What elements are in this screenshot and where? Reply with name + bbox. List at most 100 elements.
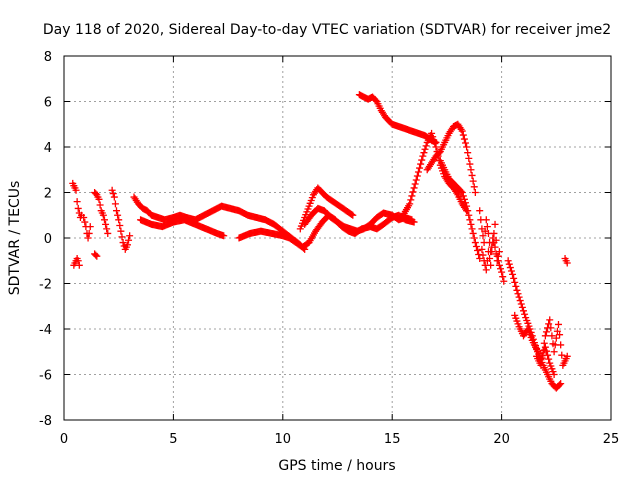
data-point [113, 207, 121, 215]
y-axis-title: SDTVAR / TECUs [7, 181, 23, 296]
data-point [428, 129, 436, 137]
data-point [495, 248, 503, 256]
data-point [432, 143, 440, 151]
data-point [458, 189, 466, 196]
data-point [464, 207, 472, 215]
data-point [457, 187, 465, 195]
data-point [119, 239, 127, 247]
data-point [505, 260, 513, 268]
data-point [478, 245, 486, 253]
data-point [493, 257, 501, 265]
y-tick-label: 6 [44, 96, 52, 111]
data-point [102, 220, 110, 228]
data-point [86, 223, 94, 231]
y-tick-label: 2 [44, 187, 52, 202]
data-point [490, 239, 498, 247]
data-point [409, 188, 417, 196]
data-point [431, 140, 439, 148]
data-point [458, 127, 466, 135]
data-point [468, 225, 476, 233]
data-point [470, 234, 478, 242]
data-point [476, 254, 484, 262]
tick-layer: 0 5 10 15 20 25 -8 -6 -4 -2 0 2 4 6 8 [39, 50, 619, 447]
data-point [123, 241, 131, 249]
x-tick-label: 0 [60, 432, 68, 447]
data-point [483, 223, 491, 231]
data-point [467, 166, 475, 174]
data-point [126, 232, 134, 240]
data-point [512, 282, 520, 290]
data-point [563, 352, 571, 360]
data-point [111, 200, 119, 208]
y-tick-label: -8 [39, 414, 52, 429]
data-point [471, 189, 479, 196]
data-point [460, 195, 468, 203]
data-point [469, 229, 477, 237]
data-point [542, 328, 550, 336]
data-point [348, 210, 356, 218]
data-point [516, 297, 524, 305]
x-tick-label: 25 [603, 432, 620, 447]
data-point [511, 278, 519, 286]
data-point [118, 233, 126, 241]
data-point [558, 351, 566, 359]
series-sat-track-c [80, 214, 94, 242]
data-point [461, 139, 469, 147]
data-point [479, 232, 487, 240]
data-point [464, 149, 472, 157]
data-point [550, 371, 558, 378]
data-point [547, 324, 555, 332]
series-sat-track-h [137, 216, 228, 240]
data-point [552, 334, 560, 342]
data-point [539, 347, 547, 355]
data-point [109, 190, 117, 198]
data-point [541, 332, 549, 340]
series-sat-track-k [301, 204, 416, 235]
data-point [514, 290, 522, 298]
data-point [110, 193, 118, 201]
data-point [117, 227, 125, 235]
data-point [72, 186, 80, 194]
data-point [417, 160, 425, 168]
y-tick-label: -2 [39, 278, 52, 293]
data-point [73, 198, 81, 206]
data-point [479, 251, 487, 259]
data-point [411, 180, 419, 188]
data-point [544, 351, 552, 359]
data-point [519, 307, 527, 315]
data-point [465, 154, 473, 162]
data-point [545, 320, 553, 328]
data-point [84, 234, 92, 242]
data-point [472, 243, 480, 251]
data-point [491, 220, 499, 228]
data-marks [69, 91, 571, 392]
series-sat-track-t [533, 316, 571, 369]
series-sat-track-a [69, 179, 86, 222]
data-point [459, 131, 467, 139]
data-point [550, 348, 558, 356]
series-sat-track-b [70, 254, 83, 269]
data-point [556, 331, 564, 339]
data-point [506, 264, 514, 272]
data-point [410, 184, 418, 192]
data-point [420, 149, 428, 157]
data-point [476, 207, 484, 215]
series-sat-track-n [423, 120, 479, 196]
x-axis-title: GPS time / hours [278, 458, 395, 474]
data-point [406, 200, 414, 208]
data-point [349, 211, 357, 219]
data-point [85, 229, 93, 237]
data-point [471, 239, 479, 247]
data-point [490, 229, 498, 237]
series-sat-track-o [436, 157, 484, 262]
data-point [413, 172, 421, 180]
data-point [104, 229, 112, 237]
data-point [465, 211, 473, 219]
data-point [81, 218, 89, 226]
data-point [408, 216, 416, 224]
y-tick-label: 8 [44, 50, 52, 65]
data-point [498, 268, 506, 276]
y-tick-label: 0 [44, 232, 52, 247]
data-point [466, 216, 474, 224]
